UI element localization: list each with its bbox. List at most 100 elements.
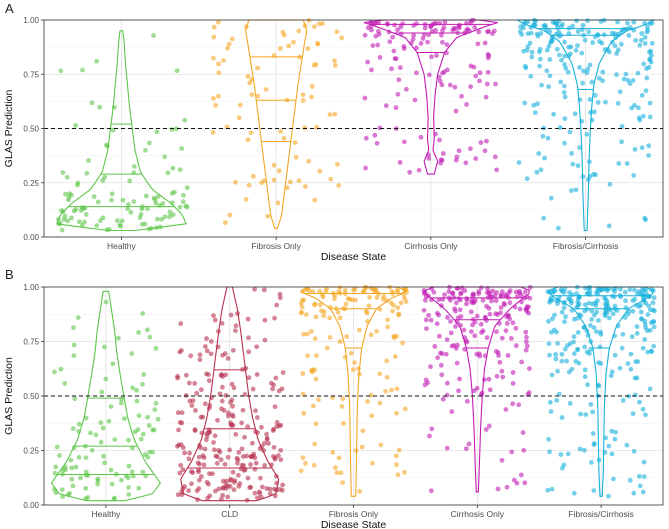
data-point bbox=[79, 222, 85, 228]
data-point bbox=[177, 349, 183, 355]
data-point bbox=[309, 369, 315, 375]
data-point bbox=[555, 341, 561, 346]
data-point bbox=[523, 347, 529, 353]
data-point bbox=[303, 184, 308, 189]
data-point bbox=[630, 411, 636, 417]
y-tick-label: 0.00 bbox=[23, 501, 39, 510]
data-point bbox=[437, 137, 442, 143]
data-point bbox=[312, 441, 318, 447]
data-point bbox=[493, 298, 499, 304]
data-point bbox=[626, 33, 632, 38]
data-point bbox=[239, 420, 245, 426]
data-point bbox=[434, 321, 440, 327]
data-point bbox=[280, 29, 286, 35]
data-point bbox=[642, 337, 648, 342]
data-point bbox=[230, 469, 236, 475]
data-point bbox=[100, 215, 106, 221]
data-point bbox=[128, 210, 134, 215]
data-point bbox=[170, 165, 176, 171]
data-point bbox=[445, 315, 450, 320]
data-point bbox=[103, 299, 109, 305]
data-point bbox=[464, 301, 469, 307]
data-point bbox=[62, 381, 68, 386]
data-point bbox=[73, 123, 79, 128]
data-point bbox=[259, 424, 264, 430]
data-point bbox=[644, 75, 650, 81]
data-point bbox=[221, 58, 226, 63]
data-point bbox=[554, 21, 560, 27]
data-point bbox=[211, 34, 217, 40]
data-point bbox=[564, 358, 569, 364]
data-point bbox=[589, 308, 595, 314]
data-point bbox=[278, 447, 284, 453]
data-point bbox=[548, 297, 553, 303]
data-point bbox=[317, 168, 323, 174]
data-point bbox=[562, 346, 568, 352]
data-point bbox=[390, 34, 396, 40]
data-point bbox=[362, 95, 368, 101]
data-point bbox=[638, 37, 644, 43]
data-point bbox=[396, 447, 402, 453]
data-point bbox=[320, 294, 326, 300]
data-point bbox=[574, 18, 579, 24]
data-point bbox=[270, 428, 276, 433]
data-point bbox=[58, 68, 64, 74]
data-point bbox=[468, 309, 474, 315]
data-point bbox=[321, 309, 327, 315]
data-point bbox=[338, 470, 344, 476]
data-point bbox=[336, 455, 342, 461]
data-point bbox=[165, 170, 171, 176]
data-point bbox=[369, 413, 375, 419]
data-point bbox=[136, 485, 142, 491]
data-point bbox=[448, 330, 454, 336]
data-point bbox=[335, 162, 340, 167]
data-point bbox=[253, 408, 258, 414]
data-point bbox=[305, 46, 311, 51]
data-point bbox=[422, 25, 428, 31]
data-point bbox=[617, 89, 623, 95]
data-point bbox=[637, 483, 643, 489]
data-point bbox=[633, 37, 639, 43]
data-point bbox=[207, 493, 213, 499]
data-point bbox=[101, 453, 106, 459]
data-point bbox=[589, 79, 595, 85]
data-point bbox=[612, 303, 618, 309]
data-point bbox=[601, 32, 607, 38]
data-point bbox=[651, 343, 657, 349]
data-point bbox=[396, 77, 402, 83]
data-point bbox=[444, 42, 450, 48]
data-point bbox=[520, 430, 526, 435]
data-point bbox=[179, 410, 185, 416]
data-point bbox=[591, 171, 597, 177]
data-point bbox=[609, 30, 615, 36]
data-point bbox=[546, 84, 552, 90]
data-point bbox=[296, 178, 302, 184]
data-point bbox=[198, 387, 204, 393]
data-point bbox=[202, 446, 208, 452]
data-point bbox=[151, 427, 157, 433]
data-point bbox=[606, 315, 612, 321]
data-point bbox=[153, 346, 159, 351]
data-point bbox=[296, 28, 302, 34]
y-axis: 0.00 0.25 0.50 0.75 1.00 GLAS Prediction bbox=[3, 283, 44, 510]
data-point bbox=[151, 32, 156, 38]
data-point bbox=[643, 88, 649, 94]
data-point bbox=[78, 475, 83, 481]
data-point bbox=[391, 333, 397, 339]
data-point bbox=[426, 72, 432, 78]
data-point bbox=[245, 73, 251, 79]
data-point bbox=[547, 352, 552, 358]
data-point bbox=[523, 329, 529, 335]
data-point bbox=[522, 289, 528, 295]
data-point bbox=[274, 424, 280, 429]
data-point bbox=[227, 483, 233, 489]
data-point bbox=[573, 187, 579, 193]
y-tick-label: 0.50 bbox=[23, 392, 39, 401]
data-point bbox=[461, 327, 467, 333]
data-point bbox=[134, 398, 140, 404]
data-point bbox=[495, 486, 501, 492]
data-point bbox=[242, 434, 247, 440]
data-point bbox=[212, 433, 218, 439]
data-point bbox=[104, 142, 109, 148]
data-point bbox=[233, 431, 239, 437]
